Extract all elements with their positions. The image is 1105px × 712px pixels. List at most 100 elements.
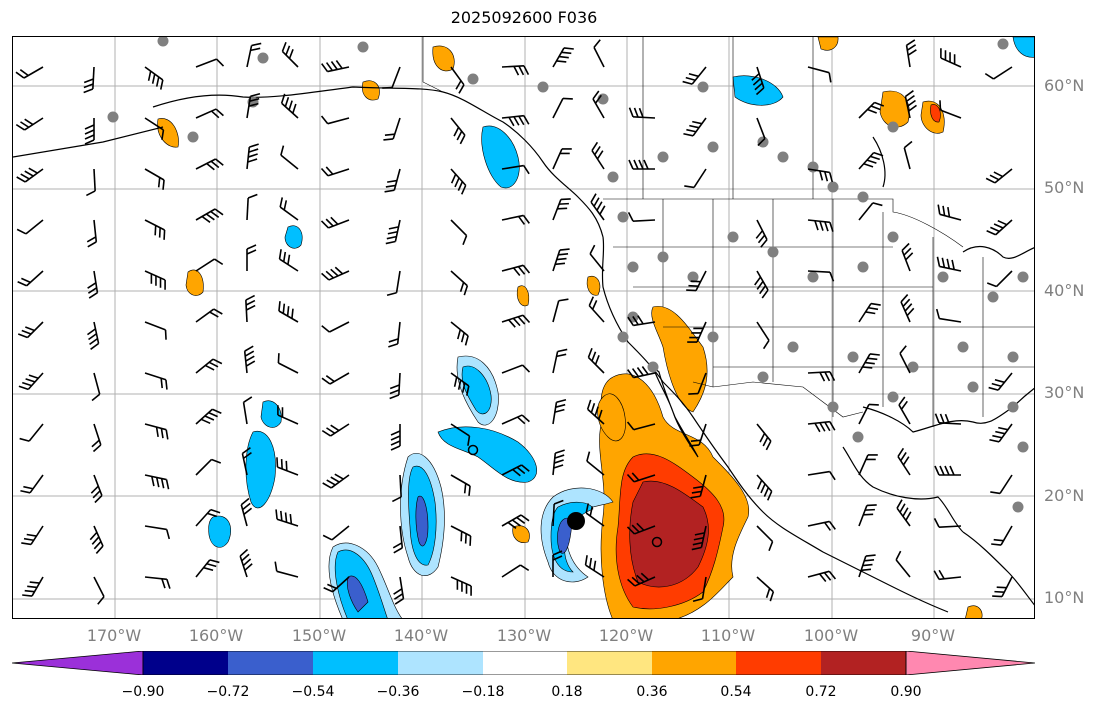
wind-barb (552, 148, 572, 170)
wind-barbs (15, 39, 1013, 605)
wind-barb (626, 472, 656, 483)
wind-barb (552, 298, 569, 323)
wind-barb (19, 423, 44, 442)
contour-orange-small6 (362, 80, 380, 101)
wind-barb (756, 474, 773, 501)
wind-barb (17, 321, 44, 339)
wind-barb (751, 66, 765, 96)
wind-barb (628, 107, 656, 119)
wind-barb (195, 559, 220, 578)
contour-blue-band7 (260, 400, 282, 428)
wind-barb (277, 353, 299, 374)
wind-barb (986, 219, 1013, 236)
map-panel[interactable] (12, 36, 1035, 619)
wind-barb (552, 398, 567, 425)
wind-barb (321, 321, 350, 333)
wind-barb (144, 372, 168, 390)
station-dot (857, 261, 869, 273)
wind-barb (450, 474, 471, 496)
wind-barb (626, 522, 656, 535)
station-dot (187, 131, 199, 143)
border-canada-prov (642, 37, 814, 199)
wind-barb (691, 525, 707, 551)
station-dot (607, 171, 619, 183)
wind-barb (933, 569, 962, 581)
contour-blue-pacific-small (284, 225, 303, 249)
wind-barb (807, 420, 836, 433)
wind-barb (390, 424, 401, 451)
station-dot (787, 341, 799, 353)
wind-barb (940, 48, 962, 68)
wind-barb (501, 164, 530, 175)
station-dot (757, 371, 769, 383)
contour-fields (157, 37, 1034, 618)
wind-barb (321, 60, 350, 73)
station-dot (857, 191, 869, 203)
wind-barb (584, 555, 605, 578)
wind-barb (897, 447, 911, 476)
coastlines (13, 86, 1034, 613)
wind-barb (242, 396, 253, 425)
contour-orange-small8 (817, 37, 839, 51)
wind-barb (144, 168, 165, 190)
wind-barb (627, 212, 656, 222)
wind-barb (588, 296, 605, 323)
wind-barb (322, 473, 350, 489)
colorbar-bin-8 (736, 651, 821, 675)
wind-barb (936, 256, 962, 272)
colorbar-extend-low (12, 651, 144, 675)
colorbar (12, 651, 1035, 675)
coast-aleutians (13, 126, 164, 158)
wind-barb (195, 458, 222, 476)
wind-barb (501, 114, 530, 127)
wind-barb (89, 525, 104, 554)
wind-barb (450, 168, 467, 195)
wind-barb (144, 270, 166, 290)
wind-barb (384, 168, 401, 193)
colorbar-bin-5 (483, 651, 567, 675)
wind-barb (450, 423, 471, 446)
wind-barb (684, 168, 707, 189)
station-dot (767, 246, 779, 258)
coast-west-us (601, 236, 949, 613)
contour-darkred-baja (629, 480, 709, 588)
lon-label-120w: 120°W (598, 626, 654, 645)
station-dot (997, 38, 1009, 50)
colorbar-bin-6 (567, 651, 652, 675)
wind-barb (895, 550, 911, 578)
wind-barb (195, 358, 223, 374)
low-marker-small-2 (651, 536, 663, 548)
station-dot (697, 81, 709, 93)
wind-barb (195, 208, 224, 223)
wind-barb (280, 145, 299, 170)
wind-barb (501, 65, 530, 76)
wind-barb (450, 321, 469, 346)
station-dot (852, 431, 864, 443)
wind-barb (144, 474, 170, 490)
wind-barb (689, 423, 707, 447)
coast-yucatan (842, 446, 964, 533)
wind-barb (20, 474, 44, 494)
wind-barb (807, 219, 834, 232)
wind-barb (144, 219, 166, 240)
wind-barb (383, 117, 401, 141)
wind-barb (280, 93, 299, 119)
wind-barb (90, 474, 103, 504)
coast-hudson (872, 136, 886, 188)
station-dots (107, 37, 1029, 513)
wind-barb (905, 39, 917, 68)
colorbar-tick-5: −0.18 (461, 684, 505, 700)
wind-barb (84, 118, 95, 145)
wind-barb (17, 270, 44, 287)
contour-blue-band4 (437, 426, 537, 483)
wind-barb (15, 117, 44, 131)
wind-barb (899, 345, 911, 374)
wind-barb (87, 270, 99, 299)
wind-barb (195, 58, 225, 68)
lon-label-100w: 100°W (803, 626, 859, 645)
station-dot (1007, 351, 1019, 363)
wind-barb (389, 372, 401, 400)
wind-barb (900, 294, 915, 323)
colorbar-tick-7: 0.36 (636, 684, 668, 700)
station-dot (157, 37, 169, 47)
